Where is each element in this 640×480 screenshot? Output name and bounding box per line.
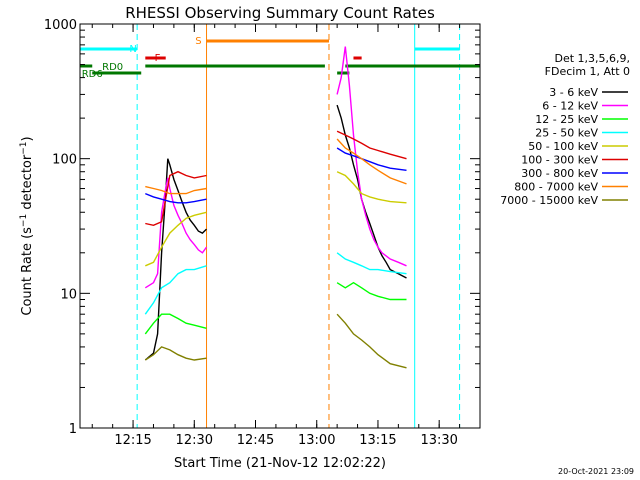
legend-header-1: FDecim 1, Att 0 <box>545 65 630 78</box>
legend-label-50-100-kev: 50 - 100 keV <box>528 140 598 153</box>
plot-frame <box>79 23 481 429</box>
series-line-50-100-kev-orbit-0 <box>145 211 207 267</box>
series-line-25-50-kev-orbit-0 <box>144 265 207 315</box>
footer-date: 20-Oct-2021 23:09 <box>558 467 634 476</box>
y-axis-ticks: 1 10 100 1000 <box>44 18 480 437</box>
series-line-6-12-kev-orbit-1 <box>336 46 407 267</box>
legend-header-0: Det 1,3,5,6,9, <box>554 52 630 65</box>
legend-label-3-6-kev: 3 - 6 keV <box>549 86 598 99</box>
y-axis-label-sup2: −1 <box>19 141 29 154</box>
legend-label-800-7000-kev: 800 - 7000 keV <box>514 181 598 194</box>
series-line-12-25-kev-orbit-1 <box>336 281 407 301</box>
legend-label-25-50-kev: 25 - 50 keV <box>535 127 598 140</box>
series-line-6-12-kev-orbit-0 <box>144 177 208 289</box>
x-tick-label: 13:15 <box>359 433 396 448</box>
flag-label-s: S <box>195 36 201 47</box>
legend-label-6-12-kev: 6 - 12 keV <box>542 100 598 113</box>
y-tick-label: 100 <box>52 153 77 168</box>
series-line-800-7000-kev-orbit-0 <box>145 185 207 195</box>
series-line-50-100-kev-orbit-1 <box>336 171 407 204</box>
x-tick-label: 12:30 <box>176 433 213 448</box>
y-tick-label: 10 <box>60 287 77 302</box>
series-line-25-50-kev-orbit-1 <box>336 252 407 275</box>
legend-label-7000-15000-kev: 7000 - 15000 keV <box>500 194 598 207</box>
y-axis-label-end: ) <box>20 136 35 141</box>
legend-label-100-300-kev: 100 - 300 keV <box>521 154 598 167</box>
x-axis-ticks: 12:15 12:30 12:45 13:00 13:15 13:30 <box>91 24 481 448</box>
x-axis-label: Start Time (21-Nov-12 12:02:22) <box>174 456 386 471</box>
series-line-3-6-kev-orbit-1 <box>336 104 407 279</box>
y-tick-label: 1 <box>69 422 77 437</box>
series-line-7000-15000-kev-orbit-1 <box>336 313 407 369</box>
series-line-100-300-kev-orbit-0 <box>145 170 207 227</box>
y-axis-label: Count Rate (s−1 detector−1) <box>19 136 35 315</box>
flag-label-f: F <box>155 53 161 64</box>
flag-label-n: N <box>129 44 136 55</box>
series-line-3-6-kev-orbit-0 <box>144 158 207 361</box>
y-tick-label: 1000 <box>44 18 77 33</box>
x-tick-label: 12:45 <box>237 433 274 448</box>
y-axis-label-mid: detector <box>20 154 35 214</box>
y-axis-label-sup1: −1 <box>19 214 29 227</box>
x-tick-label: 13:30 <box>420 433 457 448</box>
legend: Det 1,3,5,6,9,FDecim 1, Att 0 3 - 6 keV6 … <box>500 52 630 207</box>
x-tick-label: 12:15 <box>114 433 151 448</box>
series-lines <box>144 46 407 369</box>
legend-label-300-800-kev: 300 - 800 keV <box>521 167 598 180</box>
series-line-7000-15000-kev-orbit-0 <box>144 346 207 361</box>
x-tick-label: 13:00 <box>298 433 335 448</box>
series-line-300-800-kev-orbit-0 <box>145 192 207 204</box>
chart-title: RHESSI Observing Summary Count Rates <box>125 4 435 22</box>
flag-label-rd0: RD0 <box>102 62 123 73</box>
flag-label-rd6: RD6 <box>82 69 103 80</box>
series-line-300-800-kev-orbit-1 <box>336 147 407 171</box>
legend-label-12-25-kev: 12 - 25 keV <box>535 113 598 126</box>
series-line-100-300-kev-orbit-1 <box>336 130 407 160</box>
series-line-800-7000-kev-orbit-1 <box>336 138 407 185</box>
y-axis-label-main: Count Rate (s <box>20 227 35 316</box>
series-line-12-25-kev-orbit-0 <box>144 313 207 335</box>
